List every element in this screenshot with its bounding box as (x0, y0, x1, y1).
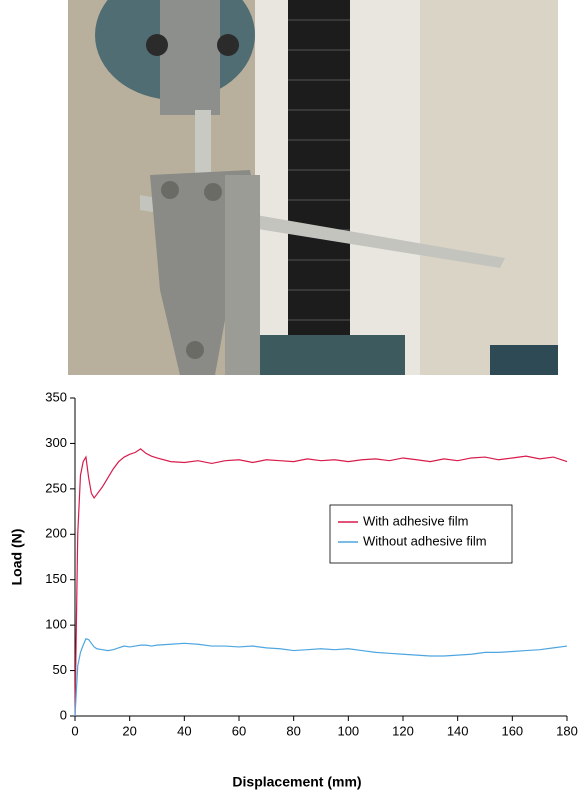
x-tick-label: 40 (177, 723, 191, 738)
data-line (74, 638, 568, 717)
y-tick-label: 300 (45, 435, 67, 450)
y-tick-label: 0 (60, 707, 67, 722)
y-tick-label: 100 (45, 617, 67, 632)
photo (68, 0, 558, 375)
x-tick-label: 120 (392, 723, 414, 738)
legend-label: With adhesive film (363, 513, 468, 528)
y-tick-label: 50 (53, 662, 67, 677)
y-tick-label: 350 (45, 389, 67, 404)
x-tick-label: 160 (501, 723, 523, 738)
x-tick-label: 140 (447, 723, 469, 738)
x-tick-label: 80 (286, 723, 300, 738)
x-axis-title: Displacement (mm) (232, 774, 361, 790)
x-tick-label: 20 (122, 723, 136, 738)
axis-frame (74, 398, 567, 717)
x-tick-label: 100 (337, 723, 359, 738)
y-tick-label: 250 (45, 480, 67, 495)
y-tick-label: 150 (45, 571, 67, 586)
x-tick-label: 180 (556, 723, 578, 738)
legend-label: Without adhesive film (363, 533, 487, 548)
x-tick-label: 0 (71, 723, 78, 738)
legend-box (329, 504, 513, 564)
y-tick-label: 200 (45, 526, 67, 541)
y-axis-title: Load (N) (9, 529, 25, 586)
data-line (74, 448, 568, 717)
x-tick-label: 60 (232, 723, 246, 738)
